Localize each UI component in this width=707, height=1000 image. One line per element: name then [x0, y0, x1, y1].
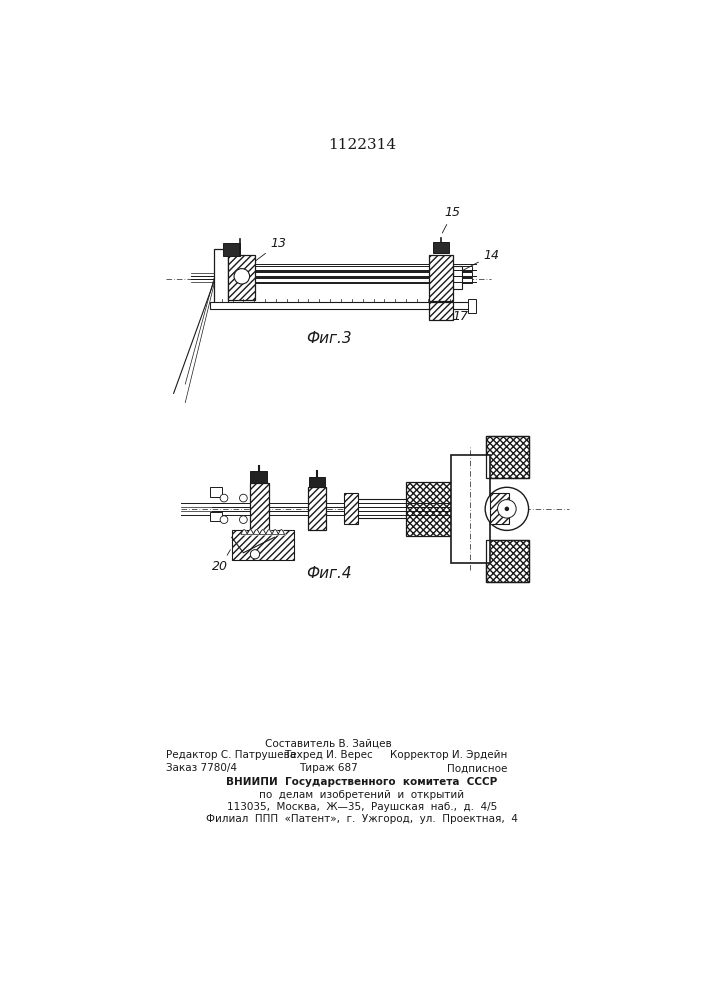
- Text: по  делам  изобретений  и  открытий: по делам изобретений и открытий: [259, 790, 464, 800]
- Bar: [468, 299, 476, 313]
- Circle shape: [220, 516, 228, 523]
- Bar: [486, 540, 529, 582]
- Circle shape: [220, 494, 228, 502]
- Text: Составитель В. Зайцев: Составитель В. Зайцев: [265, 739, 392, 749]
- Text: 14: 14: [463, 249, 500, 270]
- Text: 15: 15: [443, 206, 461, 233]
- Text: Подписное: Подписное: [447, 763, 507, 773]
- Bar: [348, 499, 410, 518]
- Bar: [232, 530, 293, 560]
- Bar: [255, 266, 472, 271]
- Bar: [406, 482, 452, 536]
- Bar: [250, 483, 269, 533]
- Text: ВНИИПИ  Государственного  комитета  СССР: ВНИИПИ Государственного комитета СССР: [226, 777, 498, 787]
- Bar: [486, 540, 529, 582]
- Text: 113035,  Москва,  Ж—35,  Раушская  наб.,  д.  4/5: 113035, Москва, Ж—35, Раушская наб., д. …: [227, 802, 497, 812]
- Bar: [451, 455, 490, 563]
- Text: Фиг.3: Фиг.3: [306, 331, 351, 346]
- Circle shape: [506, 507, 508, 510]
- Bar: [210, 302, 472, 309]
- Text: Заказ 7780/4: Заказ 7780/4: [166, 763, 237, 773]
- Circle shape: [234, 269, 250, 284]
- Bar: [214, 249, 228, 306]
- Bar: [344, 493, 358, 524]
- Circle shape: [240, 516, 247, 523]
- Text: Тираж 687: Тираж 687: [299, 763, 358, 773]
- Bar: [309, 477, 325, 487]
- Bar: [255, 278, 472, 283]
- Circle shape: [250, 550, 259, 559]
- Bar: [490, 493, 509, 524]
- Bar: [452, 266, 462, 289]
- Circle shape: [498, 500, 516, 518]
- Bar: [486, 436, 529, 478]
- Bar: [429, 255, 452, 301]
- Text: 1122314: 1122314: [328, 138, 396, 152]
- Text: Филиал  ППП  «Патент»,  г.  Ужгород,  ул.  Проектная,  4: Филиал ППП «Патент», г. Ужгород, ул. Про…: [206, 814, 518, 824]
- Bar: [429, 302, 452, 320]
- Text: Фиг.4: Фиг.4: [306, 566, 351, 581]
- Circle shape: [485, 487, 529, 530]
- Bar: [210, 512, 223, 521]
- Bar: [223, 243, 240, 256]
- Text: Редактор С. Патрушева: Редактор С. Патрушева: [166, 750, 296, 760]
- Text: 20: 20: [212, 550, 230, 573]
- Bar: [308, 487, 325, 530]
- Bar: [250, 471, 267, 483]
- Bar: [433, 242, 449, 253]
- Circle shape: [240, 494, 247, 502]
- Text: Техред И. Верес: Техред И. Верес: [284, 750, 373, 760]
- Bar: [255, 272, 472, 277]
- Bar: [210, 487, 223, 497]
- Text: 17: 17: [440, 310, 469, 323]
- Text: 13: 13: [256, 237, 286, 261]
- Bar: [228, 255, 255, 300]
- Text: Корректор И. Эрдейн: Корректор И. Эрдейн: [390, 750, 507, 760]
- Bar: [486, 436, 529, 478]
